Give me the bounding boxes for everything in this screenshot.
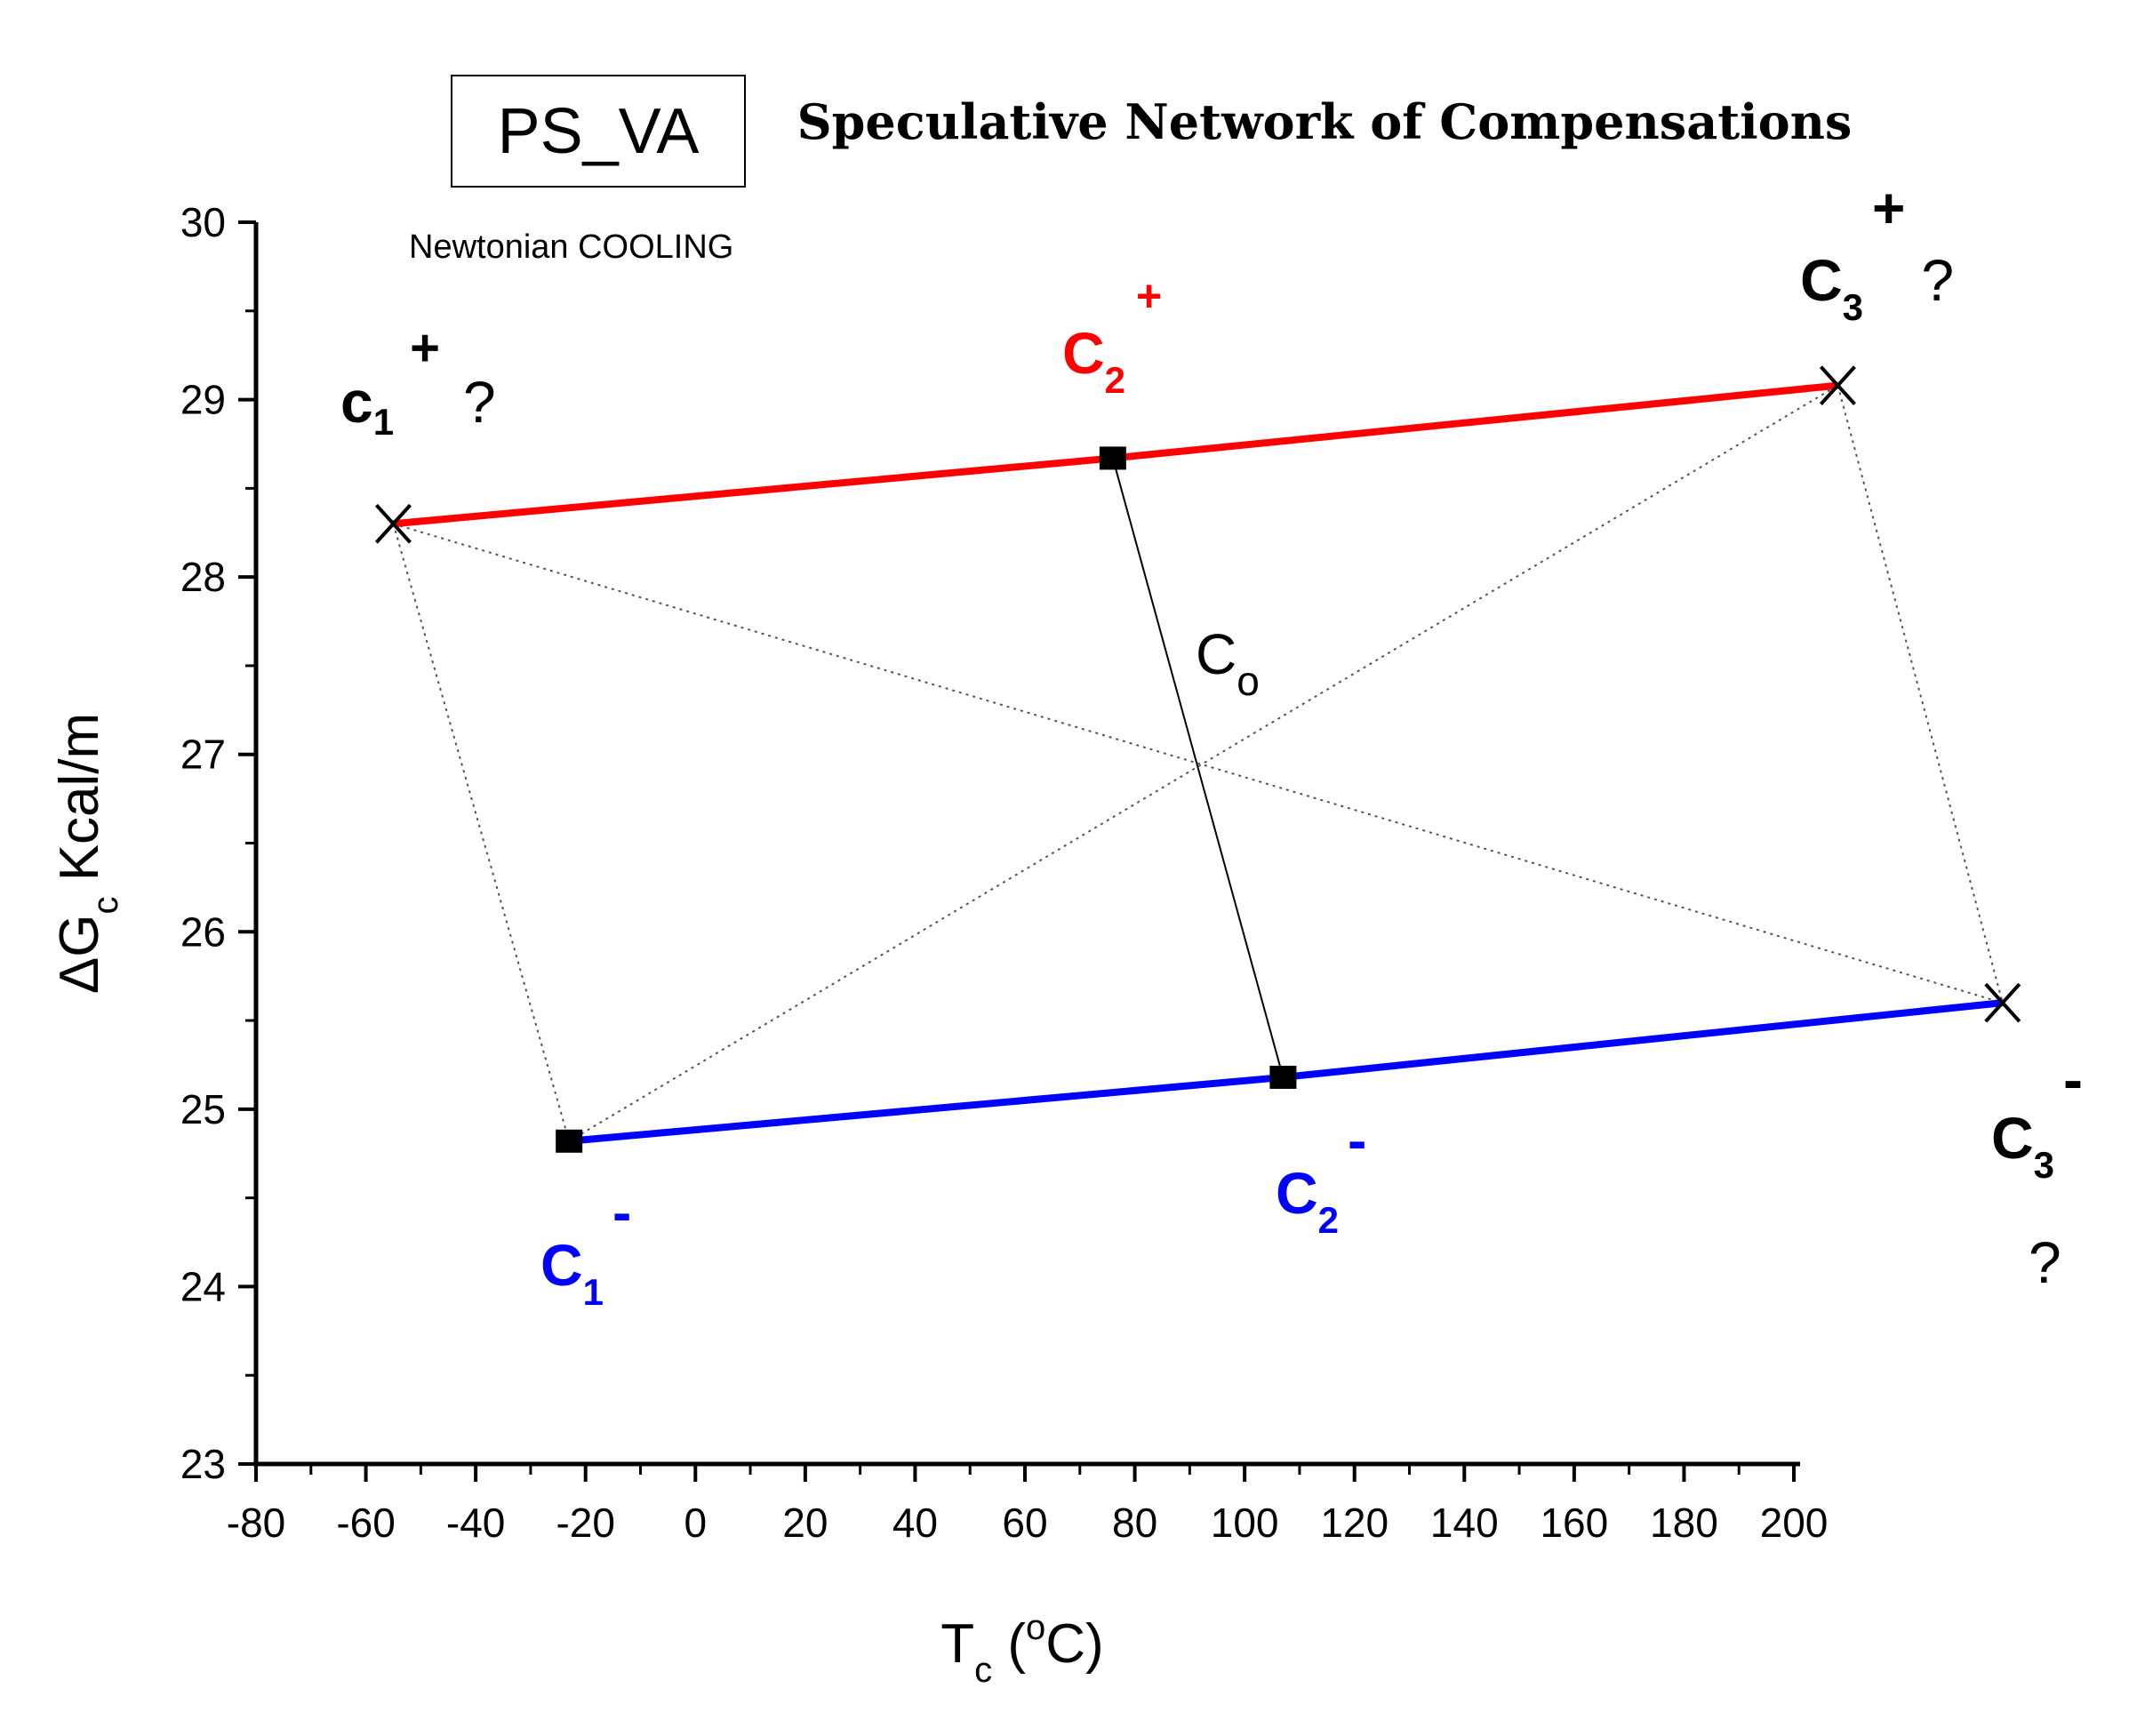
dotted-lines xyxy=(392,384,2004,1142)
marker-c3_minus xyxy=(1984,982,2021,1023)
ps-va-label: PS_VA xyxy=(498,96,700,167)
ps-va-box xyxy=(451,75,746,188)
label-c1-plus: c1+? xyxy=(340,319,496,443)
x-tick-label: -60 xyxy=(336,1500,395,1546)
x-tick-label: 100 xyxy=(1211,1500,1279,1546)
label-c2-minus: C2- xyxy=(1276,1108,1366,1241)
marker-c1_plus xyxy=(374,503,412,544)
x-tick-label: 0 xyxy=(684,1500,707,1546)
x-tick-label: 180 xyxy=(1650,1500,1718,1546)
x-axis-label: Tc (oC) xyxy=(940,1608,1103,1690)
y-tick-label: 30 xyxy=(180,199,226,245)
x-tick-label: -80 xyxy=(227,1500,285,1546)
x-tick-label: 120 xyxy=(1320,1500,1389,1546)
marker-c2_minus xyxy=(1269,1065,1297,1089)
label-c3-minus: C3- xyxy=(1991,1046,2083,1186)
y-tick-label: 25 xyxy=(180,1086,226,1132)
dotted-line-c1_plus-c3_minus xyxy=(393,523,2004,1004)
dotted-line-c1_minus-c3_plus xyxy=(568,384,1838,1142)
x-tick-label: 160 xyxy=(1540,1500,1608,1546)
x-tick-label: 20 xyxy=(782,1500,828,1546)
chart-title: Speculative Network of Compensations xyxy=(797,93,1853,150)
y-tick-label: 23 xyxy=(180,1441,226,1487)
x-tick-label: 200 xyxy=(1760,1500,1829,1546)
y-tick-label: 29 xyxy=(180,377,226,423)
connector-line xyxy=(1111,458,1285,1078)
y-tick-label: 24 xyxy=(180,1263,226,1309)
x-tick-label: -40 xyxy=(446,1500,505,1546)
y-tick-label: 26 xyxy=(180,908,226,955)
tick-group: -80 -60 -40 -20 0 20 40 60 80 100 120 140 160 180 200 2… xyxy=(180,199,1829,1546)
label-c-o: Co xyxy=(1196,622,1260,704)
label-c3-minus-question: ? xyxy=(2029,1229,2061,1295)
marker-c1_minus xyxy=(556,1129,583,1153)
chart-subtitle: Newtonian COOLING xyxy=(409,228,733,266)
x-tick-label: 80 xyxy=(1112,1500,1157,1546)
dotted-line-c3_plus-c3_minus xyxy=(1837,385,2004,1004)
point-markers xyxy=(374,365,2021,1153)
marker-c2_plus xyxy=(1099,446,1126,470)
y-tick-label: 27 xyxy=(180,732,226,778)
dotted-line-c1_plus-c1_minus xyxy=(392,523,571,1142)
y-axis-label: ΔGc Kcal/m xyxy=(49,713,125,994)
label-c2-plus: C2+ xyxy=(1062,271,1162,401)
x-tick-label: 60 xyxy=(1002,1500,1047,1546)
x-tick-label: -20 xyxy=(556,1500,614,1546)
marker-c3_plus xyxy=(1819,365,1856,405)
x-tick-label: 40 xyxy=(892,1500,938,1546)
y-tick-label: 28 xyxy=(180,554,226,600)
label-c3-plus: C3+? xyxy=(1800,176,1954,328)
label-c1-minus: C1- xyxy=(540,1180,631,1313)
x-tick-label: 140 xyxy=(1430,1500,1499,1546)
